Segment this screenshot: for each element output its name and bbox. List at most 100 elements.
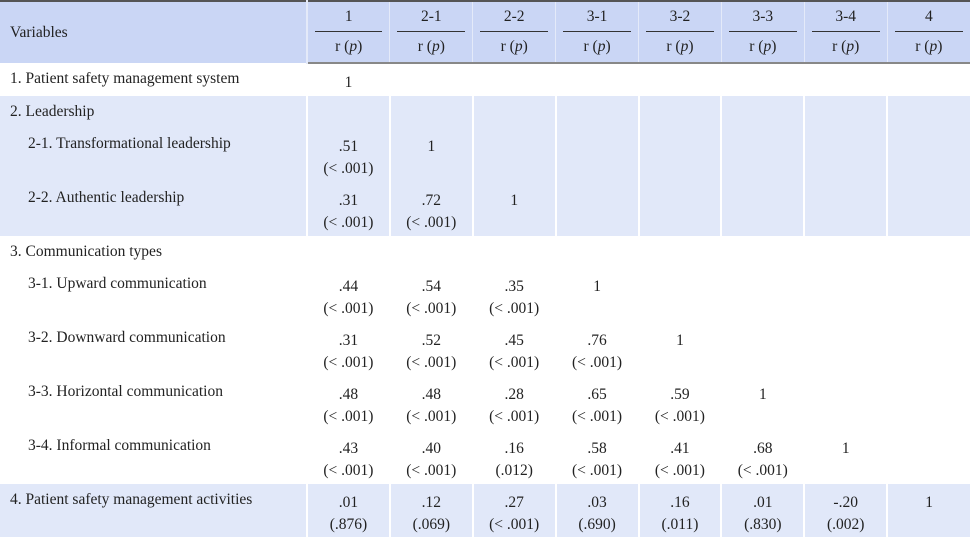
- r-value: .01: [753, 494, 773, 511]
- value-cell: 1: [639, 322, 722, 376]
- p-value: (.690): [578, 516, 616, 533]
- table-row: 3. Communication types: [0, 236, 970, 268]
- value-cell: [887, 236, 970, 268]
- stat-header: r (p): [306, 32, 390, 64]
- value-cell: [639, 63, 722, 96]
- stat-r: r (: [583, 38, 598, 55]
- r-value: .58: [587, 440, 607, 457]
- r-value: 1: [925, 494, 933, 511]
- row-label-cell: 2-1. Transformational leadership: [0, 128, 307, 182]
- r-value: .31: [338, 192, 359, 209]
- stat-p: p: [929, 38, 938, 55]
- value-cell: [639, 236, 722, 268]
- value-cell: [803, 182, 888, 236]
- column-number: 2-2: [480, 2, 549, 32]
- value-cell: .01 (.876): [306, 484, 390, 537]
- value-cell: [887, 268, 970, 322]
- stat-p: p: [514, 38, 523, 55]
- r-value: .48: [338, 386, 359, 403]
- r-value: .51: [338, 138, 359, 155]
- p-value: (< .001): [737, 462, 788, 479]
- stat-p: p: [763, 38, 772, 55]
- r-value: 1: [510, 192, 519, 209]
- r-value: 1: [593, 278, 601, 295]
- value-cell: [639, 268, 722, 322]
- row-label-cell: 3-3. Horizontal communication: [0, 376, 307, 430]
- stat-p: p: [846, 38, 855, 55]
- p-value: (.002): [826, 516, 865, 533]
- value-cell: .40 (< .001): [390, 430, 473, 484]
- r-value: .52: [421, 332, 441, 349]
- stat-header: r (p): [803, 32, 888, 64]
- variables-header: Variables: [0, 1, 308, 63]
- value-cell: 1: [556, 268, 639, 322]
- stat-p: p: [349, 38, 358, 55]
- stat-header: r (p): [472, 32, 556, 64]
- p-value: (< .001): [654, 408, 705, 425]
- value-cell: 1: [886, 484, 970, 537]
- value-cell: .03 (.690): [554, 484, 639, 537]
- p-value: (.830): [744, 516, 782, 533]
- value-cell: .45 (< .001): [473, 322, 556, 376]
- value-cell: .44 (< .001): [307, 268, 390, 322]
- value-cell: .68 (< .001): [721, 430, 804, 484]
- value-cell: .12 (.069): [388, 484, 473, 537]
- value-cell: [637, 182, 722, 236]
- value-cell: [721, 63, 804, 96]
- table-row: 4. Patient safety management activities.…: [0, 484, 970, 537]
- stat-header: r (p): [720, 32, 805, 64]
- value-cell: .72 (< .001): [388, 182, 473, 236]
- value-cell: [886, 128, 970, 182]
- stat-close: ): [937, 38, 943, 55]
- p-value: (< .001): [572, 408, 623, 425]
- p-value: (< .001): [489, 354, 540, 371]
- column-number: 1: [315, 2, 383, 32]
- value-cell: .27 (< .001): [471, 484, 556, 537]
- value-cell: [887, 322, 970, 376]
- p-value: (< .001): [406, 214, 457, 231]
- stat-r: r (: [335, 38, 350, 55]
- value-cell: [803, 128, 888, 182]
- value-cell: [887, 376, 970, 430]
- stat-close: ): [522, 38, 528, 55]
- p-value: (< .001): [489, 408, 540, 425]
- column-header-3-1: 3-1: [555, 1, 639, 32]
- value-cell: .16 (.011): [637, 484, 722, 537]
- r-value: .40: [421, 440, 441, 457]
- r-value: .76: [587, 332, 607, 349]
- r-value: 1: [676, 332, 684, 349]
- stat-header: r (p): [886, 32, 970, 64]
- r-value: .72: [421, 192, 441, 209]
- row-label-cell: 2. Leadership: [0, 96, 307, 128]
- row-label: 3-3. Horizontal communication: [28, 383, 223, 400]
- r-value: .12: [421, 494, 441, 511]
- value-cell: [390, 63, 473, 96]
- p-value: (< .001): [323, 160, 374, 177]
- row-label-cell: 4. Patient safety management activities: [0, 484, 307, 537]
- value-cell: [471, 128, 556, 182]
- stat-header: r (p): [638, 32, 722, 64]
- stat-header: r (p): [555, 32, 639, 64]
- value-cell: [721, 236, 804, 268]
- value-cell: .41 (< .001): [639, 430, 722, 484]
- row-label-cell: 1. Patient safety management system: [0, 63, 307, 96]
- column-number: 2-1: [397, 2, 466, 32]
- r-value: .16: [670, 494, 690, 511]
- p-value: (.069): [412, 516, 451, 533]
- table-row: 2-2. Authentic leadership .31 (< .001) .72 (…: [0, 182, 970, 236]
- stat-r: r (: [666, 38, 681, 55]
- value-cell: .31 (< .001): [306, 182, 390, 236]
- value-cell: 1: [471, 182, 556, 236]
- row-label: 3-2. Downward communication: [28, 329, 226, 346]
- table-row: 2. Leadership: [0, 96, 970, 128]
- r-value: .41: [670, 440, 690, 457]
- row-label-cell: 3-2. Downward communication: [0, 322, 307, 376]
- stat-close: ): [854, 38, 860, 55]
- stat-close: ): [771, 38, 777, 55]
- value-cell: .76 (< .001): [556, 322, 639, 376]
- value-cell: 1: [307, 63, 390, 96]
- value-cell: .01 (.830): [720, 484, 805, 537]
- value-cell: -.20 (.002): [803, 484, 888, 537]
